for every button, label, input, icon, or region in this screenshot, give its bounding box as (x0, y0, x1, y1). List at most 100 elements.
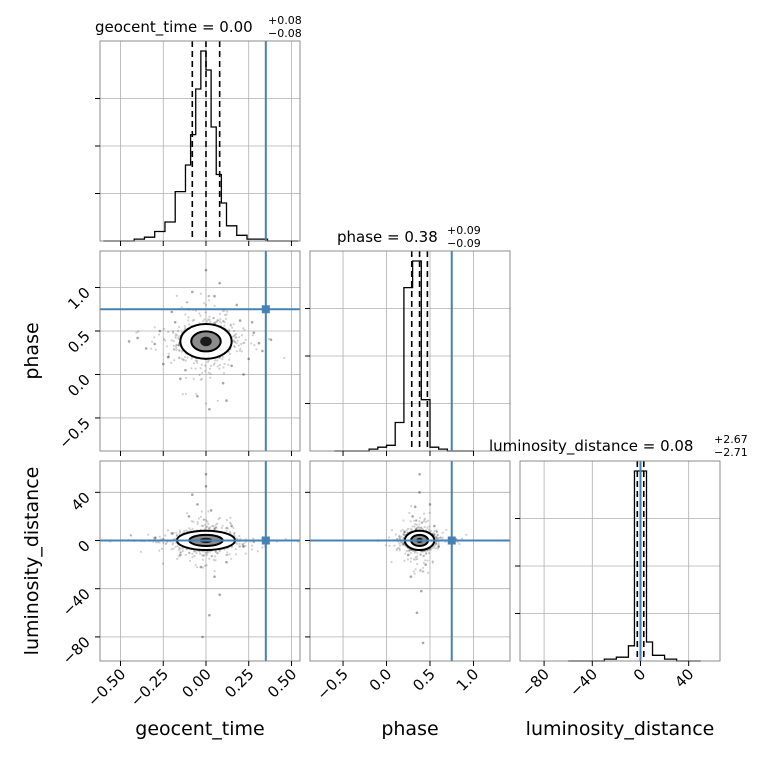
scatter-point (435, 537, 438, 540)
scatter-point (223, 321, 226, 324)
scatter-point (203, 318, 206, 321)
scatter-point (205, 553, 208, 557)
scatter-point (201, 371, 204, 374)
scatter-point (221, 358, 224, 361)
scatter-outlier (247, 357, 251, 361)
scatter-point (426, 559, 429, 562)
scatter-point (413, 572, 416, 575)
scatter-point (171, 330, 175, 333)
scatter-point (239, 545, 242, 548)
scatter-point (214, 550, 217, 553)
scatter-point (425, 552, 428, 555)
scatter-point (164, 543, 167, 546)
scatter-point (186, 301, 189, 304)
scatter-point (203, 554, 206, 557)
scatter-point (419, 553, 422, 556)
scatter-point (415, 527, 418, 530)
scatter-point (164, 339, 167, 342)
frame-panel-luminosity-distance-luminosity-distance (519, 460, 721, 662)
scatter-point (156, 541, 160, 544)
scatter-point (435, 542, 438, 545)
scatter-outlier (191, 290, 194, 294)
scatter-outlier (208, 407, 211, 411)
tick-layer: −0.50.00.51.0−0.50−0.25 0.00 0.25 0.50−80−4… (55, 98, 698, 710)
scatter-point (434, 542, 437, 545)
scatter-point (235, 336, 238, 339)
scatter-point (238, 542, 241, 545)
ylabel-luminosity-distance: luminosity_distance (21, 467, 43, 656)
scatter-point (235, 542, 239, 545)
scatter-point (423, 525, 426, 529)
scatter-point (216, 552, 219, 555)
title-geocent-time-plus: +0.08 (268, 14, 302, 27)
scatter-point (232, 339, 236, 342)
scatter-point (283, 356, 286, 360)
scatter-point (218, 516, 221, 519)
scatter-point (423, 518, 426, 522)
scatter-point (419, 569, 422, 573)
scatter-outlier (406, 553, 410, 557)
title-luminosity-distance-minus: −2.71 (714, 446, 748, 459)
scatter-outlier (421, 641, 425, 645)
scatter-point (201, 554, 204, 557)
scatter-point (430, 547, 433, 550)
scatter-point (195, 552, 198, 555)
frame-panel-geocent-time-phase (99, 250, 301, 452)
scatter-point (184, 355, 187, 359)
scatter-point (436, 534, 439, 537)
scatter-point (426, 571, 430, 575)
scatter-outlier (196, 394, 199, 398)
scatter-point (235, 342, 238, 345)
scatter-point (184, 392, 187, 395)
scatter-outlier (411, 515, 414, 518)
scatter-point (403, 531, 406, 534)
scatter-point (178, 533, 181, 536)
scatter-point (218, 320, 221, 323)
scatter-point (182, 358, 185, 361)
scatter-point (179, 551, 182, 554)
scatter-point (410, 504, 413, 508)
title-phase: phase = 0.38 (337, 228, 438, 246)
scatter-point (418, 523, 421, 526)
scatter-point (458, 542, 461, 546)
scatter-point (401, 541, 404, 544)
scatter-point (158, 333, 161, 336)
scatter-outlier (424, 563, 427, 566)
scatter-point (160, 547, 163, 551)
scatter-point (174, 336, 177, 339)
scatter-outlier (179, 553, 182, 557)
scatter-point (219, 318, 222, 321)
scatter-point (242, 327, 245, 330)
scatter-outlier (428, 503, 432, 506)
scatter-point (175, 343, 179, 346)
scatter-point (200, 377, 203, 380)
x-tick-label-phase: −0.5 (313, 665, 351, 703)
scatter-point (405, 549, 408, 553)
scatter-point (208, 526, 212, 529)
scatter-point (421, 570, 424, 573)
scatter-point (437, 536, 440, 540)
scatter-point (203, 528, 207, 531)
scatter-point (179, 547, 182, 550)
scatter-point (185, 376, 188, 379)
scatter-point (236, 339, 239, 342)
scatter-point (192, 362, 196, 365)
scatter-point (205, 402, 208, 405)
scatter-point (403, 559, 406, 562)
scatter-point (195, 392, 198, 395)
scatter-outlier (225, 399, 228, 402)
y-tick-label-phase: 0.0 (64, 371, 94, 401)
scatter-point (426, 519, 430, 522)
scatter-point (213, 321, 216, 324)
scatter-point (177, 336, 180, 339)
x-tick-label-luminosity-distance: −80 (518, 665, 553, 700)
scatter-point (198, 550, 201, 553)
scatter-point (238, 535, 241, 538)
scatter-point (397, 546, 400, 550)
scatter-point (179, 551, 182, 554)
scatter-outlier (242, 373, 245, 376)
frame-panel-geocent-time-luminosity-distance (99, 460, 301, 662)
scatter-point (233, 341, 237, 344)
scatter-point (175, 294, 178, 297)
scatter-point (203, 523, 206, 526)
